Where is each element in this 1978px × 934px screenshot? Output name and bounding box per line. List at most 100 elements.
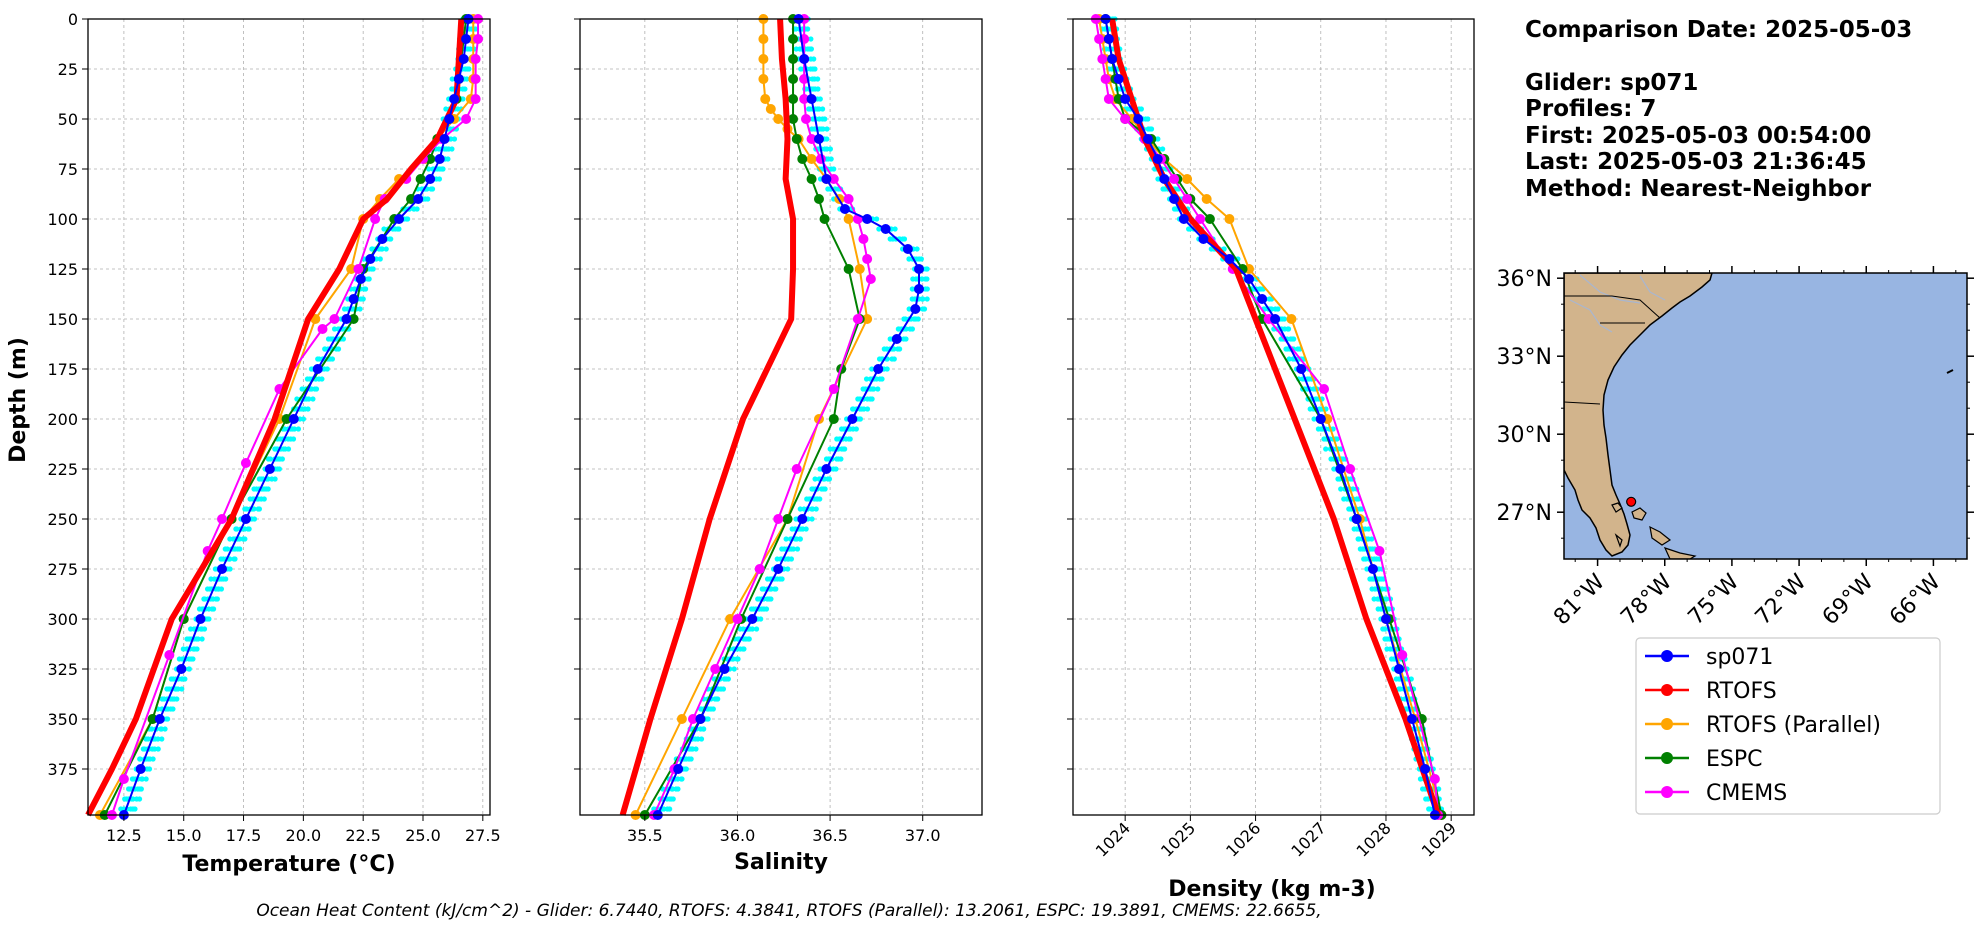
density-point-cmems	[1397, 650, 1408, 660]
glider-profile-point	[360, 296, 366, 302]
glider-profile-point	[272, 476, 278, 482]
depth-tick-label: 125	[47, 260, 78, 279]
salinity-point-cmems	[801, 114, 812, 124]
glider-profile-point	[788, 556, 795, 562]
glider-profile-point	[267, 456, 273, 462]
glider-profile-point	[236, 536, 243, 542]
density-series-rtofs	[1109, 18, 1441, 816]
depth-tick-label: 375	[47, 760, 78, 779]
glider-profile-point	[381, 226, 387, 232]
temperature-point-sp071	[341, 314, 352, 324]
temperature-point-cmems	[470, 74, 481, 84]
salinity-point-cmems	[865, 274, 876, 284]
salinity-point-rtofs-parallel	[760, 94, 771, 104]
temperature-point-sp071	[264, 464, 275, 474]
glider-profile-point	[165, 716, 171, 722]
glider-profile-point	[863, 376, 870, 382]
legend-swatch-marker	[1661, 650, 1673, 662]
glider-profile-point	[218, 586, 225, 592]
glider-profile-point	[414, 206, 420, 212]
temperature-point-sp071	[195, 614, 206, 624]
glider-profile-point	[425, 196, 431, 202]
glider-profile-point	[1383, 596, 1389, 602]
glider-profile-point	[179, 686, 185, 692]
density-point-cmems	[1195, 214, 1206, 224]
temperature-tick-label: 25.0	[405, 826, 441, 845]
legend-label: RTOFS	[1706, 679, 1777, 704]
glider-profile-point	[251, 506, 257, 512]
salinity-point-sp071	[862, 214, 873, 224]
glider-profile-point	[857, 416, 864, 422]
glider-profile-point	[139, 776, 145, 782]
salinity-point-sp071	[673, 764, 684, 774]
salinity-glider-profile-dots	[651, 16, 930, 812]
glider-profile-point	[901, 236, 908, 242]
glider-profile-point	[174, 696, 180, 702]
glider-profile-point	[1286, 356, 1292, 362]
temperature-point-sp071	[461, 34, 472, 44]
depth-tick-label: 0	[68, 10, 78, 29]
salinity-point-sp071	[914, 284, 925, 294]
salinity-grid	[580, 18, 982, 815]
salinity-point-rtofs-parallel	[676, 714, 687, 724]
glider-profile-point	[875, 386, 881, 392]
glider-profile-point	[731, 666, 737, 672]
density-tick-label: 1028	[1353, 818, 1395, 860]
map-bermuda	[1946, 369, 1954, 374]
depth-tick-label: 200	[47, 410, 78, 429]
temperature-tick-label: 27.5	[465, 826, 501, 845]
glider-profile-point	[234, 526, 240, 532]
density-point-sp071	[1113, 74, 1124, 84]
depth-tick-label: 325	[47, 660, 78, 679]
glider-profile-point	[667, 806, 673, 812]
legend-label: ESPC	[1706, 747, 1763, 772]
density-point-sp071	[1315, 414, 1326, 424]
glider-profile-point	[467, 46, 473, 52]
glider-profile-point	[443, 106, 449, 112]
glider-profile-point	[1371, 596, 1377, 602]
density-point-rtofs-parallel	[1224, 214, 1235, 224]
glider-profile-point	[811, 56, 817, 62]
glider-profile-point	[305, 406, 311, 412]
density-point-sp071	[1367, 564, 1378, 574]
location-map: 36°N 33°N 30°N 27°N 81°W 78°W 75°W 72°W 69°W 66°…	[1497, 266, 1974, 630]
glider-profile-point	[688, 756, 694, 762]
glider-profile-point	[794, 546, 801, 552]
density-point-sp071	[1380, 614, 1391, 624]
legend-label: sp071	[1706, 645, 1773, 670]
temperature-glider-profile-dots	[118, 16, 481, 812]
glider-profile-point	[440, 166, 446, 172]
glider-profile-point	[812, 66, 818, 72]
temperature-point-cmems	[461, 114, 472, 124]
legend-label: RTOFS (Parallel)	[1706, 713, 1881, 738]
salinity-point-rtofs-parallel	[725, 614, 736, 624]
density-tick-label: 1024	[1092, 818, 1134, 860]
temperature-tick-label: 20.0	[286, 826, 322, 845]
glider-profile-point	[143, 776, 149, 782]
glider-profile-point	[693, 746, 699, 752]
temperature-line-rtofs	[85, 18, 465, 817]
glider-profile-point	[152, 746, 158, 752]
glider-profile-point	[661, 806, 667, 812]
glider-profile-point	[753, 626, 760, 632]
density-line-rtofs	[1109, 18, 1441, 816]
density-tick-label: 1025	[1157, 818, 1199, 860]
glider-profile-point	[768, 596, 774, 602]
salinity-point-sp071	[880, 224, 891, 234]
salinity-point-espc	[788, 74, 799, 84]
glider-profile-point	[735, 656, 741, 662]
depth-tick-label: 50	[58, 110, 78, 129]
glider-profile-point	[826, 476, 833, 482]
glider-profile-point	[822, 486, 828, 492]
salinity-point-sp071	[873, 364, 884, 374]
temperature-series-espc	[99, 14, 472, 820]
glider-profile-point	[833, 466, 839, 472]
salinity-point-espc	[788, 34, 799, 44]
glider-profile-point	[201, 626, 208, 632]
depth-tick-label: 100	[47, 210, 78, 229]
glider-profile-point	[803, 526, 809, 532]
glider-profile-point	[448, 136, 454, 142]
glider-profile-point	[232, 556, 238, 562]
salinity-tick-label: 37.0	[905, 826, 941, 845]
glider-profile-point	[790, 546, 796, 552]
